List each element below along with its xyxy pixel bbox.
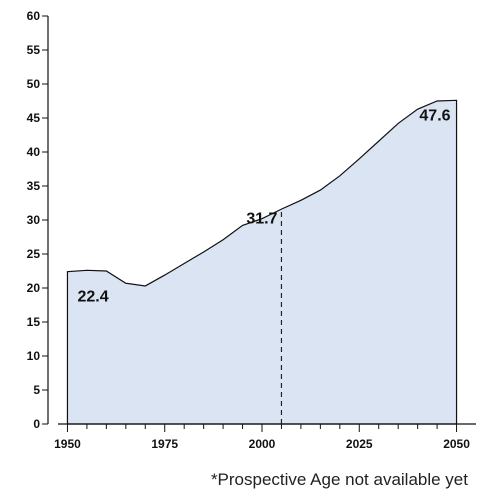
- y-tick-label: 45: [27, 111, 41, 125]
- data-label: 47.6: [419, 107, 450, 124]
- y-tick-label: 30: [27, 213, 41, 227]
- y-tick-label: 50: [27, 77, 41, 91]
- y-tick-label: 55: [27, 43, 41, 57]
- data-label: 31.7: [246, 210, 277, 227]
- area-series: [66, 99, 458, 425]
- x-tick-label: 2050: [443, 437, 470, 451]
- data-label: 22.4: [77, 289, 108, 306]
- x-tick-label: 1950: [54, 437, 81, 451]
- y-tick-label: 40: [27, 145, 41, 159]
- y-tick-label: 60: [27, 9, 41, 23]
- y-tick-label: 0: [33, 417, 40, 431]
- y-tick-label: 15: [27, 315, 41, 329]
- x-tick-label: 1975: [151, 437, 178, 451]
- y-tick-label: 25: [27, 247, 41, 261]
- footnote: *Prospective Age not available yet: [210, 470, 468, 489]
- x-tick-label: 2000: [249, 437, 276, 451]
- x-tick-label: 2025: [346, 437, 373, 451]
- y-tick-label: 10: [27, 349, 41, 363]
- y-tick-label: 35: [27, 179, 41, 193]
- y-tick-label: 5: [33, 383, 40, 397]
- y-tick-label: 20: [27, 281, 41, 295]
